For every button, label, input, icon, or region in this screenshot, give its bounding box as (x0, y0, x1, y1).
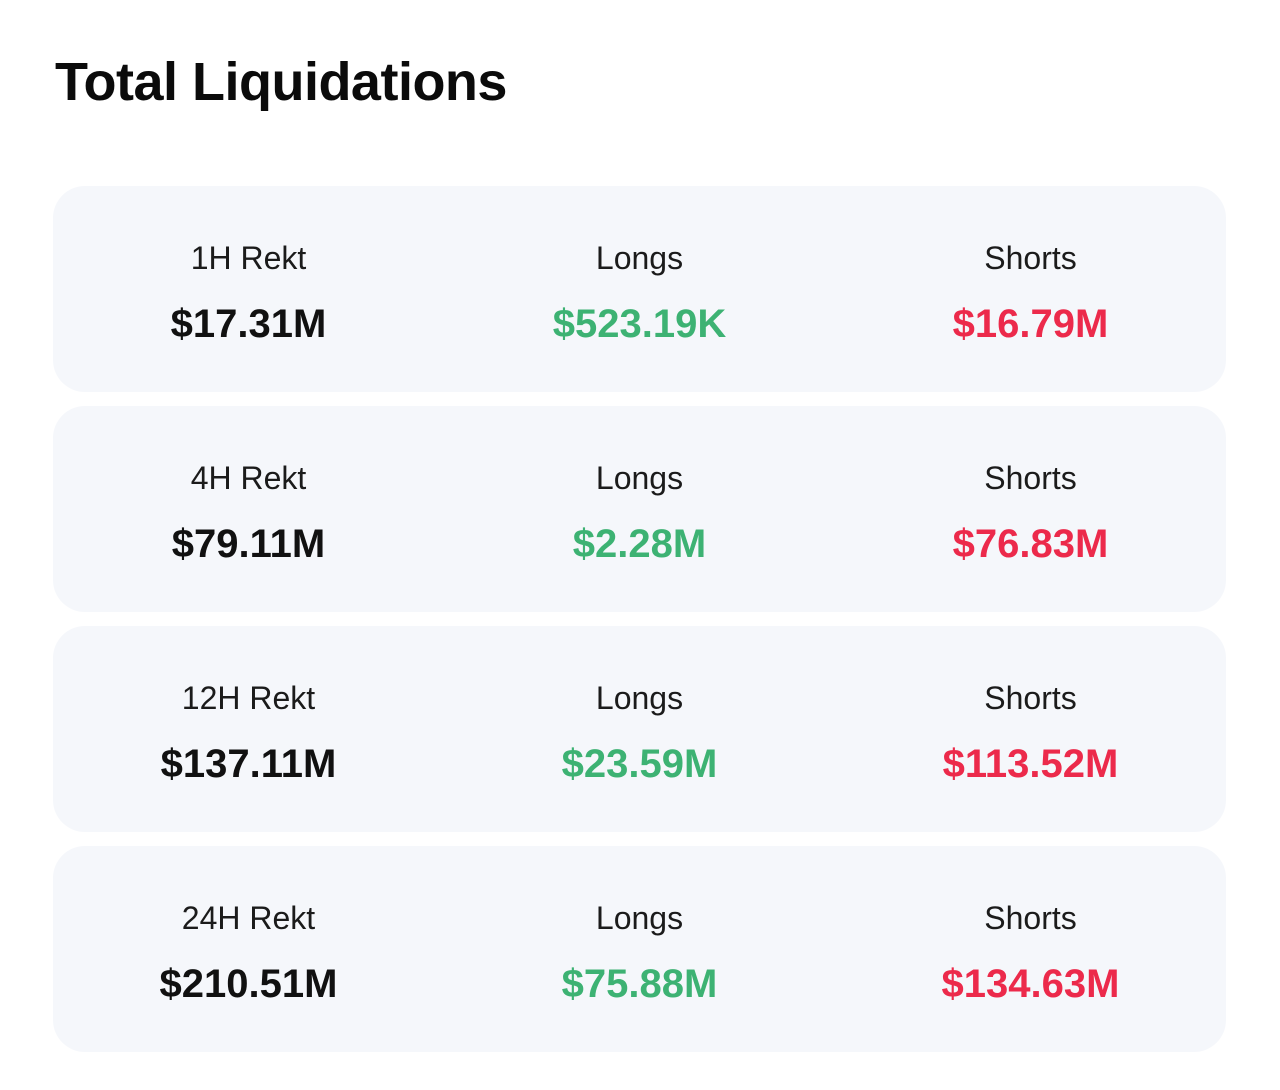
longs-stat: Longs $23.59M (444, 626, 835, 832)
total-stat: 1H Rekt $17.31M (53, 186, 444, 392)
liquidation-card-4h: 4H Rekt $79.11M Longs $2.28M Shorts $76.… (53, 406, 1226, 612)
shorts-value: $113.52M (942, 742, 1119, 786)
period-label: 4H Rekt (190, 460, 307, 496)
shorts-label: Shorts (984, 680, 1077, 716)
shorts-stat: Shorts $113.52M (835, 626, 1226, 832)
longs-label: Longs (595, 240, 684, 276)
shorts-value: $16.79M (952, 302, 1109, 346)
shorts-value: $76.83M (952, 522, 1109, 566)
longs-label: Longs (595, 460, 684, 496)
liquidation-card-24h: 24H Rekt $210.51M Longs $75.88M Shorts $… (53, 846, 1226, 1052)
longs-label: Longs (595, 680, 684, 716)
total-value: $137.11M (160, 742, 337, 786)
longs-stat: Longs $75.88M (444, 846, 835, 1052)
total-stat: 12H Rekt $137.11M (53, 626, 444, 832)
longs-value: $23.59M (561, 742, 718, 786)
shorts-stat: Shorts $16.79M (835, 186, 1226, 392)
period-label: 24H Rekt (181, 900, 316, 936)
longs-stat: Longs $2.28M (444, 406, 835, 612)
longs-value: $75.88M (561, 962, 718, 1006)
total-stat: 4H Rekt $79.11M (53, 406, 444, 612)
shorts-stat: Shorts $134.63M (835, 846, 1226, 1052)
page-title: Total Liquidations (55, 52, 507, 112)
longs-stat: Longs $523.19K (444, 186, 835, 392)
liquidation-card-12h: 12H Rekt $137.11M Longs $23.59M Shorts $… (53, 626, 1226, 832)
longs-value: $523.19K (552, 302, 727, 346)
longs-label: Longs (595, 900, 684, 936)
longs-value: $2.28M (572, 522, 707, 566)
liquidation-cards: 1H Rekt $17.31M Longs $523.19K Shorts $1… (53, 186, 1226, 1066)
total-value: $79.11M (171, 522, 326, 566)
shorts-label: Shorts (984, 900, 1077, 936)
shorts-value: $134.63M (941, 962, 1120, 1006)
shorts-label: Shorts (984, 460, 1077, 496)
shorts-stat: Shorts $76.83M (835, 406, 1226, 612)
shorts-label: Shorts (984, 240, 1077, 276)
period-label: 1H Rekt (190, 240, 307, 276)
total-stat: 24H Rekt $210.51M (53, 846, 444, 1052)
total-value: $17.31M (170, 302, 327, 346)
total-value: $210.51M (159, 962, 338, 1006)
liquidation-card-1h: 1H Rekt $17.31M Longs $523.19K Shorts $1… (53, 186, 1226, 392)
period-label: 12H Rekt (181, 680, 316, 716)
